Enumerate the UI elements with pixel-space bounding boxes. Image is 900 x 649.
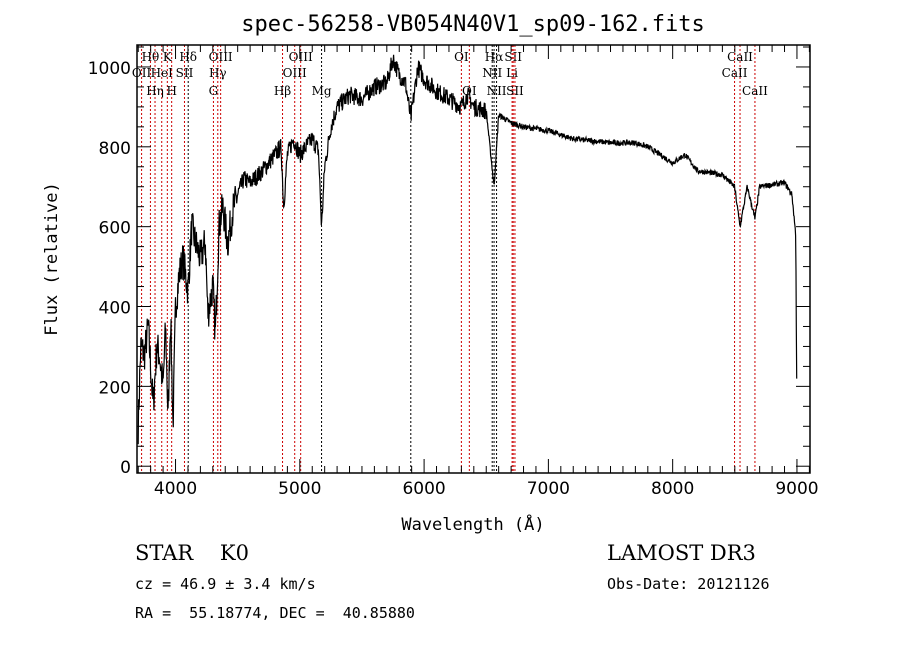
survey-name: LAMOST DR3 [607,541,756,565]
obs-date: Obs-Date: 20121126 [607,575,770,593]
line-label: Hη [146,84,164,98]
x-axis-label: Wavelength (Å) [401,513,544,535]
y-tick-label: 200 [99,378,131,398]
line-label: NII [487,84,507,98]
chart-title: spec-56258-VB054N40V1_sp09-162.fits [241,12,705,37]
plot-frame [136,44,811,474]
y-axis-label: Flux (relative) [42,182,62,336]
line-label: Hβ [274,84,291,98]
line-label: SII [504,50,522,64]
line-label: OII [132,66,152,80]
line-label: OIII [209,50,233,64]
y-tick-label: 800 [99,139,131,159]
x-tick-label: 8000 [651,479,694,499]
line-label: OI [454,50,469,64]
line-label: Hδ [179,50,197,64]
line-label: OIII [289,50,313,64]
line-label: NII [482,66,502,80]
x-tick-label: 5000 [278,479,321,499]
y-tick-label: 400 [99,299,131,319]
object-class: STAR K0 [135,541,249,565]
line-label: K [163,50,173,64]
line-label: SII [176,66,194,80]
line-label: OIII [283,66,307,80]
x-tick-label: 6000 [402,479,445,499]
line-label: Mg [312,84,332,98]
y-tick-label: 0 [120,458,131,478]
coordinates: RA = 55.18774, DEC = 40.85880 [135,604,415,622]
line-label: Hα [485,50,504,64]
y-tick-label: 1000 [88,59,131,79]
line-label: Li [506,66,518,80]
x-tick-label: 7000 [527,479,570,499]
line-label: SII [506,84,524,98]
x-tick-label: 9000 [775,479,818,499]
line-label: CaII [727,50,753,64]
line-label: G [209,84,219,98]
line-label: Hθ [142,50,160,64]
line-label: H [166,84,176,98]
line-label: HeI [151,66,174,80]
y-tick-label: 600 [99,219,131,239]
redshift-cz: cz = 46.9 ± 3.4 km/s [135,575,316,593]
line-label: Hγ [209,66,227,80]
line-label: CaII [742,84,768,98]
spectrum-line [137,54,798,445]
x-tick-label: 4000 [154,479,197,499]
line-label: CaII [722,66,748,80]
